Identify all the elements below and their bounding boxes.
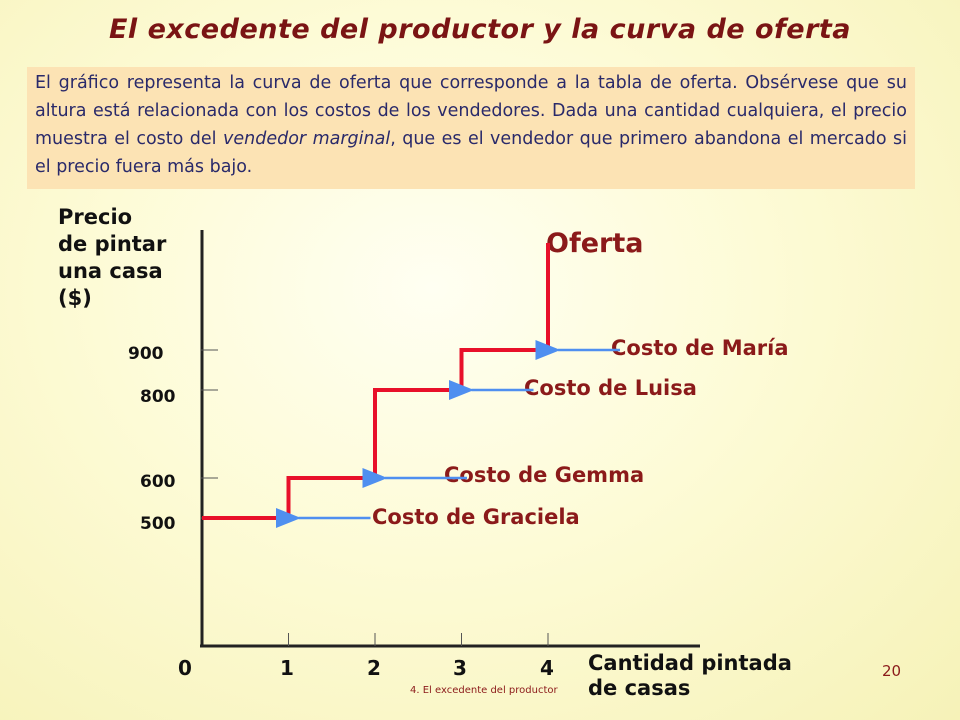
annotation-label: Costo de María <box>611 336 789 360</box>
y-axis-label-line: Precio <box>58 205 133 229</box>
y-axis-label-line: ($) <box>58 286 92 310</box>
y-tick-label: 600 <box>140 472 176 492</box>
description-box: El gráfico representa la curva de oferta… <box>27 67 915 189</box>
y-axis-label: Precio de pintar una casa ($) <box>58 204 166 312</box>
y-tick-label: 900 <box>128 344 164 364</box>
footer-text: 4. El excedente del productor <box>410 685 558 696</box>
y-axis-label-line: una casa <box>58 259 163 283</box>
description-text-end: , que es el vendedor que primero abandon… <box>35 129 908 177</box>
x-tick-label: 1 <box>280 656 294 680</box>
x-tick-label: 2 <box>367 656 381 680</box>
x-axis-label-line: Cantidad pintada <box>588 651 792 675</box>
page-number: 20 <box>882 662 902 680</box>
x-tick-label: 3 <box>453 656 467 680</box>
x-axis-label: Cantidad pintada de casas <box>588 651 792 701</box>
curve-title: Oferta <box>546 228 644 259</box>
annotation-label: Costo de Graciela <box>372 505 580 529</box>
annotation-label: Costo de Luisa <box>524 376 697 400</box>
supply-curve <box>202 243 550 520</box>
x-axis-label-line: de casas <box>588 676 691 700</box>
y-tick-label: 500 <box>140 514 176 534</box>
y-axis-label-line: de pintar <box>58 232 167 256</box>
description-text: El gráfico representa la curva de oferta… <box>35 73 907 149</box>
x-tick-label: 0 <box>178 656 192 680</box>
y-tick-label: 800 <box>140 387 176 407</box>
x-tick-label: 4 <box>540 656 554 680</box>
slide-title: El excedente del productor y la curva de… <box>108 14 852 45</box>
annotation-label: Costo de Gemma <box>444 463 645 487</box>
description-italic: vendedor marginal <box>223 129 391 149</box>
